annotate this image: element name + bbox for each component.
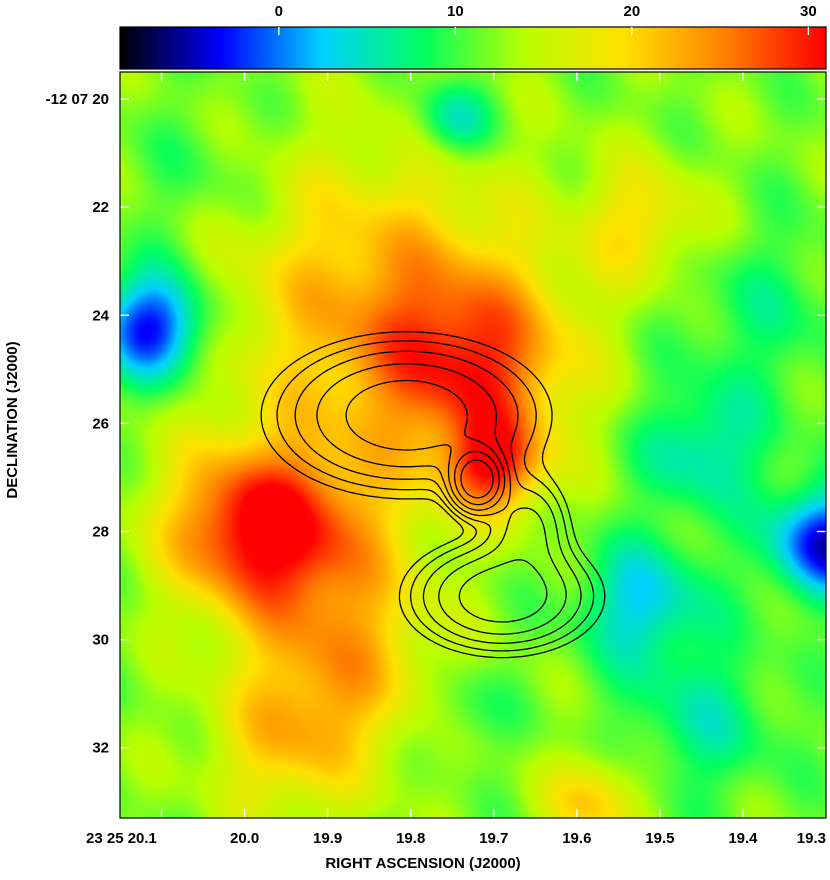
y-tick-label: 24 (92, 307, 109, 324)
x-tick-label: 23 25 20.1 (86, 830, 157, 847)
y-tick-label: 26 (92, 415, 109, 432)
x-tick-label: 19.9 (313, 830, 342, 847)
radio-contours (260, 331, 606, 659)
y-tick-label: 22 (92, 199, 109, 216)
y-tick-label: 30 (92, 632, 109, 649)
y-tick-label: 32 (92, 740, 109, 757)
colorbar: 0 10 20 30 (119, 3, 827, 70)
colorbar-tick-label: 20 (624, 3, 641, 20)
x-tick-label: 19.7 (479, 830, 508, 847)
y-tick-label: 28 (92, 523, 109, 540)
x-tick-label: 19.5 (645, 830, 674, 847)
colorbar-tick-label: 30 (800, 3, 817, 20)
map-panel (119, 71, 827, 819)
colorbar-tick-label: 0 (275, 3, 283, 20)
contour-level-7 (460, 459, 494, 499)
contour-level-4 (316, 363, 567, 635)
x-tick-label: 19.8 (396, 830, 425, 847)
x-tick-label: 20.0 (230, 830, 259, 847)
x-tick-label: 19.6 (562, 830, 591, 847)
y-axis-title: DECLINATION (J2000) (4, 341, 21, 498)
plot-frame (119, 71, 827, 819)
x-tick-labels: 23 25 20.1 20.0 19.9 19.8 19.7 19.6 19.5 19.4 19… (86, 830, 826, 847)
contour-level-6 (453, 450, 500, 506)
x-tick-label: 19.4 (728, 830, 758, 847)
contour-level-1 (260, 331, 606, 659)
x-axis-title: RIGHT ASCENSION (J2000) (325, 855, 520, 872)
colorbar-tick-label: 10 (447, 3, 464, 20)
contour-level-2 (276, 340, 595, 652)
colorbar-strip (120, 27, 826, 69)
plot-ticks (120, 72, 827, 818)
contour-level-5 (345, 379, 548, 623)
contour-level-3 (294, 350, 582, 644)
y-tick-label: -12 07 20 (46, 91, 109, 108)
colorbar-ticks: 0 10 20 30 (275, 3, 817, 35)
heatmap-image (120, 72, 826, 818)
y-tick-labels: -12 07 20 22 24 26 28 30 32 (46, 91, 110, 757)
x-tick-label: 19.3 (797, 830, 826, 847)
